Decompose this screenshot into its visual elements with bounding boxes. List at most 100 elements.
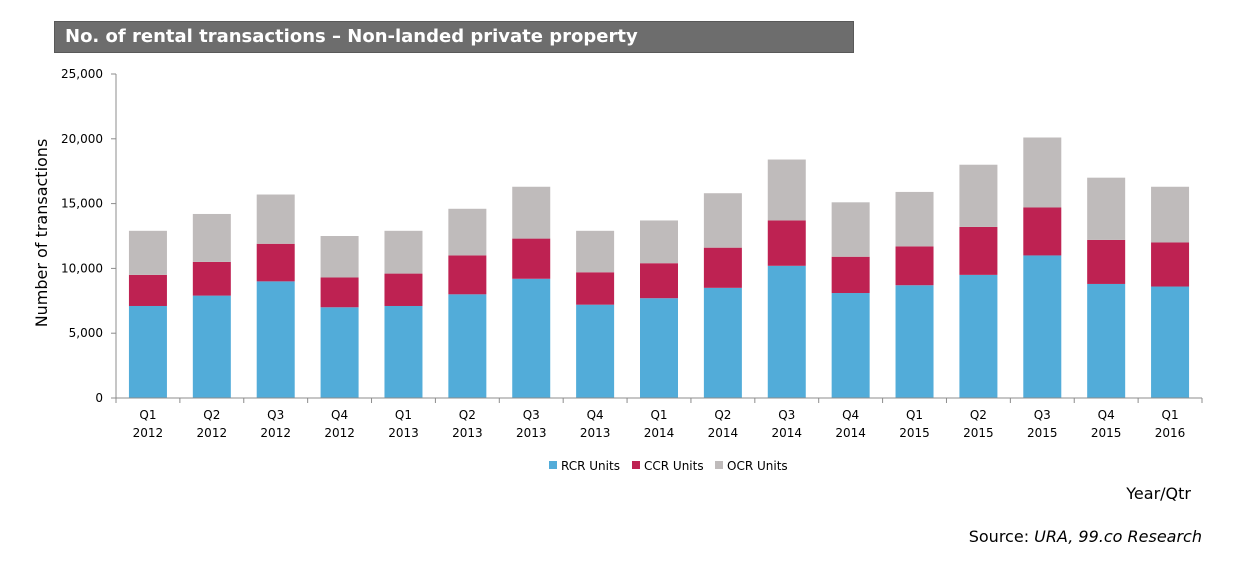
bar-segment: [831, 202, 870, 257]
y-axis-label: Number of transactions: [32, 139, 51, 328]
bar-segment: [512, 186, 551, 239]
chart-title: No. of rental transactions – Non-landed …: [54, 21, 854, 53]
bar-segment: [256, 194, 295, 244]
x-tick-label-quarter: Q4: [587, 408, 604, 422]
legend-label: RCR Units: [561, 459, 620, 473]
bar-segment: [703, 247, 742, 288]
x-tick-label-quarter: Q4: [331, 408, 348, 422]
x-tick-label-quarter: Q1: [1162, 408, 1179, 422]
x-tick-label-quarter: Q4: [1098, 408, 1115, 422]
x-tick-label-year: 2013: [580, 426, 611, 440]
legend-label: OCR Units: [727, 459, 788, 473]
bar-segment: [703, 287, 742, 398]
legend-swatch: [715, 461, 723, 469]
bar-segment: [703, 193, 742, 248]
bar-segment: [512, 278, 551, 398]
x-tick-label-year: 2014: [835, 426, 866, 440]
y-tick-label: 5,000: [69, 326, 103, 340]
bar-segment: [1087, 283, 1126, 398]
x-tick-label-quarter: Q4: [842, 408, 859, 422]
x-tick-label-year: 2013: [452, 426, 483, 440]
bar-segment: [512, 238, 551, 279]
x-tick-label-quarter: Q3: [267, 408, 284, 422]
bar-segment: [320, 277, 359, 308]
bar-segment: [959, 274, 998, 398]
bar-segment: [384, 305, 423, 398]
bar-segment: [576, 230, 615, 273]
x-tick-label-year: 2012: [197, 426, 228, 440]
x-tick-label-year: 2012: [133, 426, 164, 440]
x-tick-label-quarter: Q2: [459, 408, 476, 422]
x-tick-label-year: 2012: [260, 426, 291, 440]
bar-segment: [1023, 137, 1062, 208]
x-tick-label-quarter: Q1: [906, 408, 923, 422]
x-tick-label-quarter: Q3: [1034, 408, 1051, 422]
bar-segment: [767, 265, 806, 398]
y-tick-label: 10,000: [61, 261, 103, 275]
bar-segment: [192, 261, 231, 296]
x-tick-label-year: 2013: [516, 426, 547, 440]
x-tick-label-quarter: Q2: [714, 408, 731, 422]
bar-segment: [448, 255, 487, 295]
y-tick-label: 20,000: [61, 132, 103, 146]
legend: RCR Units CCR Units OCR Units: [549, 459, 788, 473]
bar-segment: [959, 226, 998, 275]
bar-segment: [192, 213, 231, 262]
bar-segment: [1087, 239, 1126, 284]
source-label: Source:: [968, 527, 1035, 546]
bar-segment: [192, 295, 231, 398]
bar-segment: [448, 208, 487, 256]
bar-segment: [448, 294, 487, 398]
x-axis-title: Year/Qtr: [1125, 484, 1191, 503]
bar-segment: [256, 243, 295, 282]
x-tick-label-year: 2015: [963, 426, 994, 440]
legend-label: CCR Units: [644, 459, 704, 473]
bar-segment: [831, 256, 870, 294]
bar-segment: [320, 307, 359, 398]
bar-segment: [1023, 255, 1062, 398]
x-tick-label-year: 2016: [1155, 426, 1186, 440]
x-tick-label-year: 2014: [644, 426, 675, 440]
bar-segment: [1023, 207, 1062, 256]
bar-segment: [256, 281, 295, 398]
bars: [128, 137, 1190, 398]
bar-segment: [128, 274, 167, 306]
bar-segment: [320, 236, 359, 278]
x-tick-label-year: 2015: [1027, 426, 1058, 440]
bar-segment: [640, 263, 678, 299]
x-tick-label-year: 2014: [708, 426, 739, 440]
bar-segment: [1151, 186, 1190, 243]
bar-segment: [895, 191, 934, 247]
bar-segment: [576, 272, 615, 305]
x-tick-label-quarter: Q1: [650, 408, 667, 422]
x-tick-label-quarter: Q3: [523, 408, 540, 422]
x-tick-label-year: 2012: [324, 426, 355, 440]
y-tick-label: 0: [95, 391, 103, 405]
y-tick-label: 25,000: [61, 67, 103, 81]
bar-segment: [895, 246, 934, 286]
bar-segment: [128, 305, 167, 398]
bar-segment: [640, 220, 678, 264]
bar-segment: [384, 273, 423, 306]
bar-segment: [1151, 242, 1190, 287]
x-tick-label-quarter: Q2: [203, 408, 220, 422]
bar-segment: [1151, 286, 1190, 398]
x-tick-label-year: 2015: [1091, 426, 1122, 440]
bar-segment: [128, 230, 167, 275]
bar-segment: [767, 159, 806, 221]
x-tick-label-quarter: Q2: [970, 408, 987, 422]
bar-segment: [767, 220, 806, 266]
y-tick-label: 15,000: [61, 197, 103, 211]
bar-segment: [831, 293, 870, 398]
bar-segment: [1087, 177, 1126, 240]
bar-segment: [640, 298, 678, 398]
legend-swatch: [549, 461, 557, 469]
source-note: Source: URA, 99.co Research: [969, 527, 1202, 546]
x-tick-label-year: 2015: [899, 426, 930, 440]
source-text: URA, 99.co Research: [1034, 527, 1202, 546]
bar-segment: [384, 230, 423, 274]
bar-segment: [959, 164, 998, 227]
x-tick-label-quarter: Q3: [778, 408, 795, 422]
y-axis: 0 5,000 10,000 15,000 20,000 25,000: [61, 67, 117, 405]
